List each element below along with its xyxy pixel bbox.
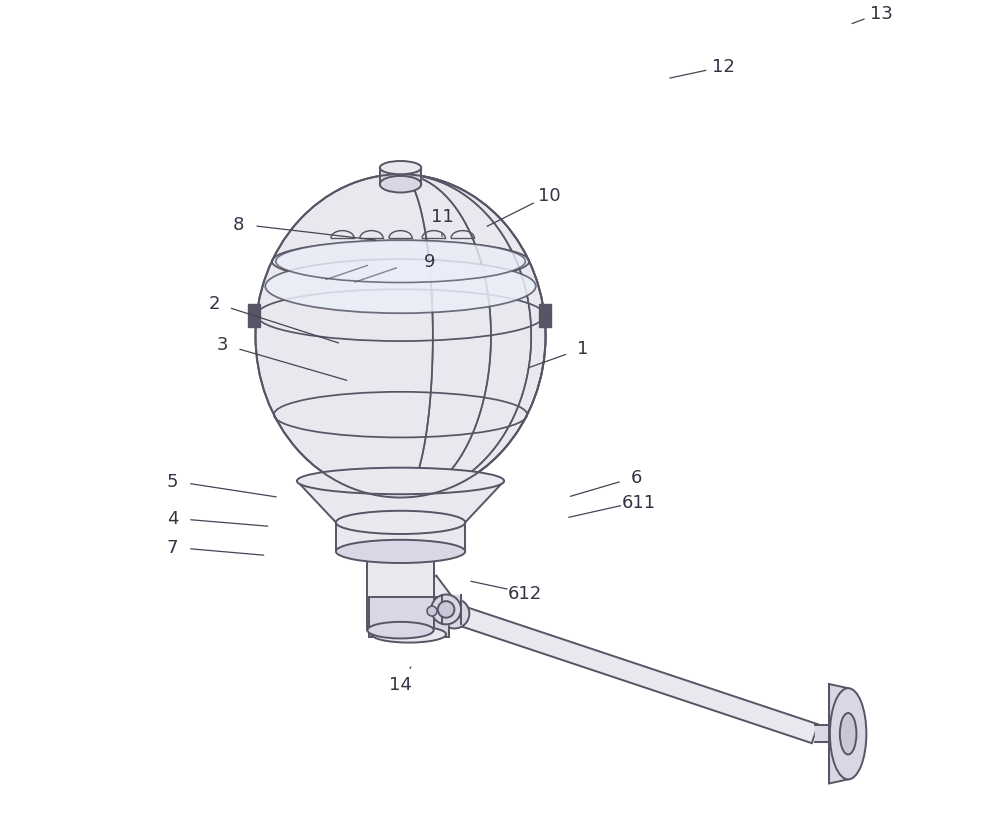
Polygon shape bbox=[451, 604, 818, 743]
Text: 5: 5 bbox=[167, 472, 178, 491]
Ellipse shape bbox=[336, 514, 465, 531]
Ellipse shape bbox=[830, 688, 866, 779]
Ellipse shape bbox=[840, 713, 856, 755]
Ellipse shape bbox=[297, 468, 504, 495]
Text: 4: 4 bbox=[167, 510, 178, 528]
Ellipse shape bbox=[438, 601, 454, 618]
Text: 2: 2 bbox=[208, 294, 220, 313]
Text: 10: 10 bbox=[538, 186, 561, 205]
Text: 1: 1 bbox=[577, 340, 589, 358]
Text: 612: 612 bbox=[508, 584, 542, 602]
FancyBboxPatch shape bbox=[369, 597, 449, 637]
Polygon shape bbox=[829, 684, 848, 783]
Ellipse shape bbox=[431, 594, 461, 624]
Ellipse shape bbox=[427, 606, 437, 616]
Bar bbox=[539, 304, 551, 328]
Ellipse shape bbox=[336, 511, 465, 534]
Ellipse shape bbox=[372, 626, 446, 643]
Polygon shape bbox=[297, 482, 504, 522]
Text: 13: 13 bbox=[870, 5, 893, 23]
Ellipse shape bbox=[449, 608, 460, 619]
Ellipse shape bbox=[276, 241, 525, 283]
Ellipse shape bbox=[367, 543, 434, 560]
Ellipse shape bbox=[439, 599, 469, 629]
Text: 9: 9 bbox=[424, 253, 435, 271]
Ellipse shape bbox=[367, 622, 434, 639]
Polygon shape bbox=[423, 576, 461, 619]
Ellipse shape bbox=[380, 162, 421, 175]
Text: 14: 14 bbox=[389, 675, 412, 693]
Bar bbox=[248, 304, 260, 328]
Text: 7: 7 bbox=[167, 538, 178, 557]
Ellipse shape bbox=[380, 176, 421, 193]
Text: 8: 8 bbox=[233, 216, 245, 234]
Text: 11: 11 bbox=[431, 207, 453, 226]
Text: 12: 12 bbox=[712, 59, 735, 76]
Text: 6: 6 bbox=[631, 468, 642, 487]
Text: 611: 611 bbox=[621, 493, 655, 511]
Ellipse shape bbox=[265, 260, 536, 314]
Ellipse shape bbox=[336, 540, 465, 563]
Text: 3: 3 bbox=[217, 336, 228, 354]
Ellipse shape bbox=[255, 175, 546, 498]
